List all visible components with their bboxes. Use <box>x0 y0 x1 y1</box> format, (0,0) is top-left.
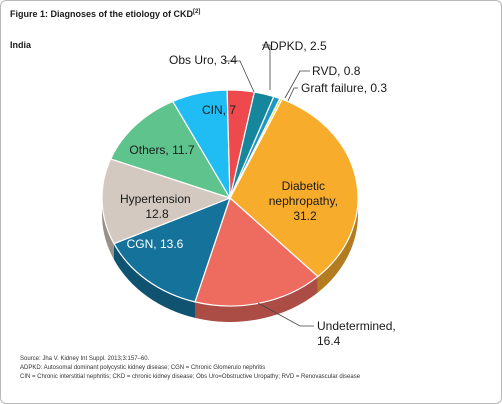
label-cin: CIN, 7 <box>202 103 236 117</box>
pie-slice-diabetic-nephropathy <box>229 98 359 278</box>
label-adpkd: ADPKD, 2.5 <box>262 39 327 53</box>
figure-footer: Source: Jha V. Kidney Int Suppl. 2013;3:… <box>20 355 490 382</box>
pie-depth-hypertension <box>102 198 115 260</box>
pie-slice-undetermined <box>194 196 319 307</box>
leader-lines <box>224 44 314 327</box>
label-cgn: CGN, 13.6 <box>127 237 184 251</box>
leader-adpkd <box>262 44 271 90</box>
pie-slice-cgn <box>113 196 231 303</box>
figure-title: Figure 1: Diagnoses of the etiology of C… <box>10 9 201 19</box>
label-obsuro: Obs Uro, 3.4 <box>169 53 237 67</box>
figure-subtitle: India <box>10 40 32 50</box>
pie-slice-hypertension <box>101 158 232 245</box>
pie-depth-layer <box>102 198 358 322</box>
leader-obsuro <box>224 60 255 93</box>
pie-slices <box>101 89 359 307</box>
label-rvd: RVD, 0.8 <box>312 64 361 78</box>
label-others: Others, 11.7 <box>129 143 194 157</box>
footer-abbreviations-1: ADPKD: Autosomal dominant polycystic kid… <box>20 365 266 371</box>
label-diabetic: Diabetic nephropathy, 31.2 <box>269 179 342 223</box>
pie-depth-diabetic-nephropathy <box>317 198 358 293</box>
pie-depth-undetermined <box>194 276 318 322</box>
label-graft: Graft failure, 0.3 <box>301 81 387 95</box>
pie-slice-others <box>109 100 232 200</box>
leader-rvd <box>284 70 310 99</box>
label-hypertension: Hypertension 12.8 <box>120 192 194 221</box>
pie-depth-cgn <box>114 243 195 318</box>
leader-graft <box>287 87 298 102</box>
pie-slice-graft-failure <box>229 97 283 199</box>
footer-abbreviations-2: CIN = Chronic interstitial nephritis; CK… <box>20 374 361 380</box>
label-undetermined: Undetermined, 16.4 <box>317 319 399 348</box>
footer-source: Source: Jha V. Kidney Int Suppl. 2013;3:… <box>20 356 150 362</box>
leader-undetermined <box>257 302 314 327</box>
